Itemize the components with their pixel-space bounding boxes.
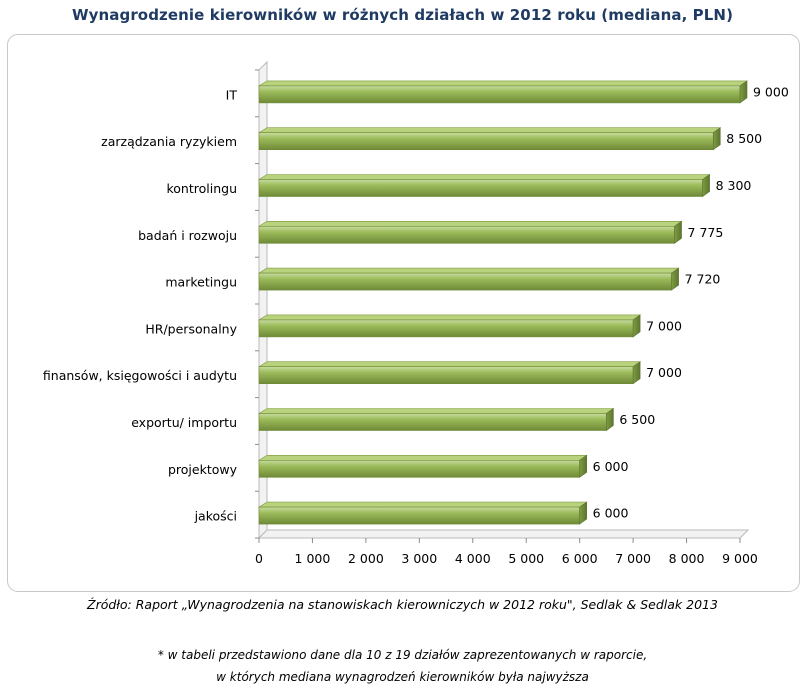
bar	[257, 220, 683, 244]
bar-end-cap	[579, 501, 587, 525]
category-label: jakości	[194, 509, 237, 524]
bar-front-face	[258, 413, 607, 431]
data-label: 6 000	[593, 459, 629, 474]
category-label: IT	[226, 87, 238, 102]
bar-end-cap	[739, 80, 748, 104]
bar-end-cap	[674, 220, 682, 244]
bar-front-face	[258, 272, 672, 291]
labels-layer: IT 9 000 zarządzania ryzykiem 8 500 kontroli…	[43, 84, 789, 523]
bar-top-face	[257, 221, 683, 227]
data-label: 7 720	[685, 272, 721, 287]
bar-top-face	[257, 455, 588, 461]
data-label: 6 000	[593, 506, 629, 521]
bar-end-cap	[671, 267, 679, 291]
x-tick-label: 9 000	[722, 551, 758, 566]
bar-front-face	[258, 459, 580, 478]
x-tick-label: 3 000	[401, 551, 437, 566]
source-note: Źródło: Raport „Wynagrodzenia na stanowi…	[87, 597, 718, 612]
bar-front-face	[258, 366, 634, 385]
data-label: 7 000	[646, 365, 682, 380]
bar-top-face	[257, 267, 680, 274]
category-label: exportu/ importu	[131, 415, 237, 430]
x-tick-label: 6 000	[562, 551, 598, 566]
bar-top-face	[257, 314, 642, 321]
data-label: 7 000	[646, 318, 682, 333]
bar-front-face	[258, 319, 634, 338]
data-label: 8 300	[716, 178, 752, 193]
bar-front-face	[258, 506, 580, 525]
bars-layer	[257, 80, 748, 525]
x-tick-label: 4 000	[455, 551, 491, 566]
bar-end-cap	[606, 407, 614, 432]
x-tick-label: 8 000	[669, 551, 705, 566]
footnote-line-2: w których mediana wynagrodzeń kierownikó…	[216, 670, 589, 684]
data-label: 6 500	[619, 412, 655, 427]
bar-end-cap	[632, 314, 641, 338]
category-label: kontrolingu	[166, 181, 237, 196]
category-label: projektowy	[168, 462, 238, 477]
bar	[257, 173, 711, 198]
bar-top-face	[257, 408, 615, 414]
bar-front-face	[258, 132, 714, 150]
bar-front-face	[258, 85, 741, 104]
x-tick-label: 7 000	[615, 551, 651, 566]
data-label: 9 000	[753, 84, 789, 99]
x-tick-label: 2 000	[348, 551, 384, 566]
bar	[257, 454, 588, 478]
x-tick-label: 0	[255, 551, 263, 566]
bar-end-cap	[579, 454, 587, 478]
category-label: badań i rozwoju	[138, 228, 237, 243]
axis-layer: 0 1 000 2 000 3 000 4 000 5 000 6 000 7 000 8 00…	[255, 60, 758, 566]
x-tick-label: 1 000	[295, 551, 331, 566]
bar-top-face	[257, 174, 711, 180]
bar-end-cap	[702, 173, 710, 198]
bar-top-face	[257, 501, 588, 508]
bar	[257, 501, 588, 525]
category-label: zarządzania ryzykiem	[101, 134, 237, 149]
category-label: finansów, księgowości i audytu	[43, 368, 237, 383]
bar-front-face	[258, 179, 703, 197]
chart-title: Wynagrodzenie kierowników w różnych dzia…	[71, 6, 734, 24]
data-label: 8 500	[726, 131, 762, 146]
bar-top-face	[257, 361, 642, 367]
bar	[257, 127, 722, 151]
footnote-line-1: * w tabeli przedstawiono dane dla 10 z 1…	[157, 648, 648, 662]
bar	[257, 361, 642, 385]
axis-floor	[257, 529, 750, 539]
data-label: 7 775	[688, 225, 724, 240]
category-label: marketingu	[165, 275, 237, 290]
bar-chart: 0 1 000 2 000 3 000 4 000 5 000 6 000 7 000 8 00…	[43, 60, 789, 566]
x-tick-label: 5 000	[508, 551, 544, 566]
bar	[257, 314, 642, 338]
bar-top-face	[257, 127, 722, 133]
category-label: HR/personalny	[145, 321, 237, 336]
bar-top-face	[257, 80, 748, 87]
bar	[257, 80, 748, 104]
bar	[257, 407, 615, 432]
bar-front-face	[258, 226, 675, 244]
bar-end-cap	[632, 361, 641, 385]
chart-frame	[7, 34, 800, 592]
bar-end-cap	[712, 127, 721, 151]
bar	[257, 267, 680, 291]
